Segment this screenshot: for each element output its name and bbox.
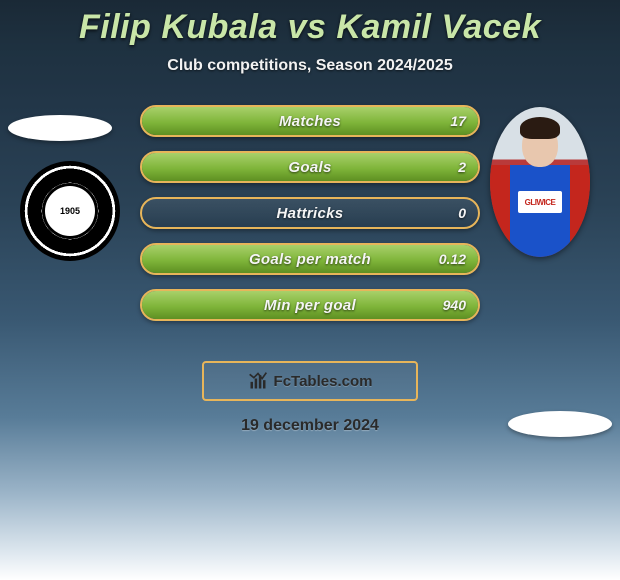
chart-icon bbox=[248, 371, 268, 391]
comparison-arena: 1905 GLIWICE Matches17 Goals2 Hattricks0 Go… bbox=[0, 103, 620, 343]
stat-bar-value: 940 bbox=[443, 291, 466, 319]
stat-bar-value: 17 bbox=[450, 107, 466, 135]
stat-bar-value: 0 bbox=[458, 199, 466, 227]
left-player-nameplate bbox=[8, 115, 112, 141]
stat-bar: Goals2 bbox=[140, 151, 480, 183]
stat-bar-label: Hattricks bbox=[142, 199, 478, 227]
page-subtitle: Club competitions, Season 2024/2025 bbox=[0, 57, 620, 75]
right-player-nameplate bbox=[508, 411, 612, 437]
source-label: FcTables.com bbox=[274, 373, 373, 390]
stat-bar-value: 2 bbox=[458, 153, 466, 181]
page-title: Filip Kubala vs Kamil Vacek bbox=[0, 0, 620, 47]
stat-bars: Matches17 Goals2 Hattricks0 Goals per match… bbox=[140, 105, 480, 335]
source-box: FcTables.com bbox=[202, 361, 418, 401]
stat-bar: Min per goal940 bbox=[140, 289, 480, 321]
player-hair bbox=[520, 117, 560, 139]
stat-bar-label: Goals per match bbox=[142, 245, 478, 273]
stat-bar: Matches17 bbox=[140, 105, 480, 137]
stat-bar: Goals per match0.12 bbox=[140, 243, 480, 275]
jersey-sponsor: GLIWICE bbox=[518, 191, 562, 213]
stat-bar-value: 0.12 bbox=[439, 245, 466, 273]
crest-year: 1905 bbox=[42, 183, 98, 239]
stat-bar-label: Matches bbox=[142, 107, 478, 135]
stat-bar-label: Goals bbox=[142, 153, 478, 181]
stat-bar-label: Min per goal bbox=[142, 291, 478, 319]
right-player-photo: GLIWICE bbox=[490, 107, 590, 257]
stat-bar: Hattricks0 bbox=[140, 197, 480, 229]
left-player-crest: 1905 bbox=[20, 161, 120, 261]
